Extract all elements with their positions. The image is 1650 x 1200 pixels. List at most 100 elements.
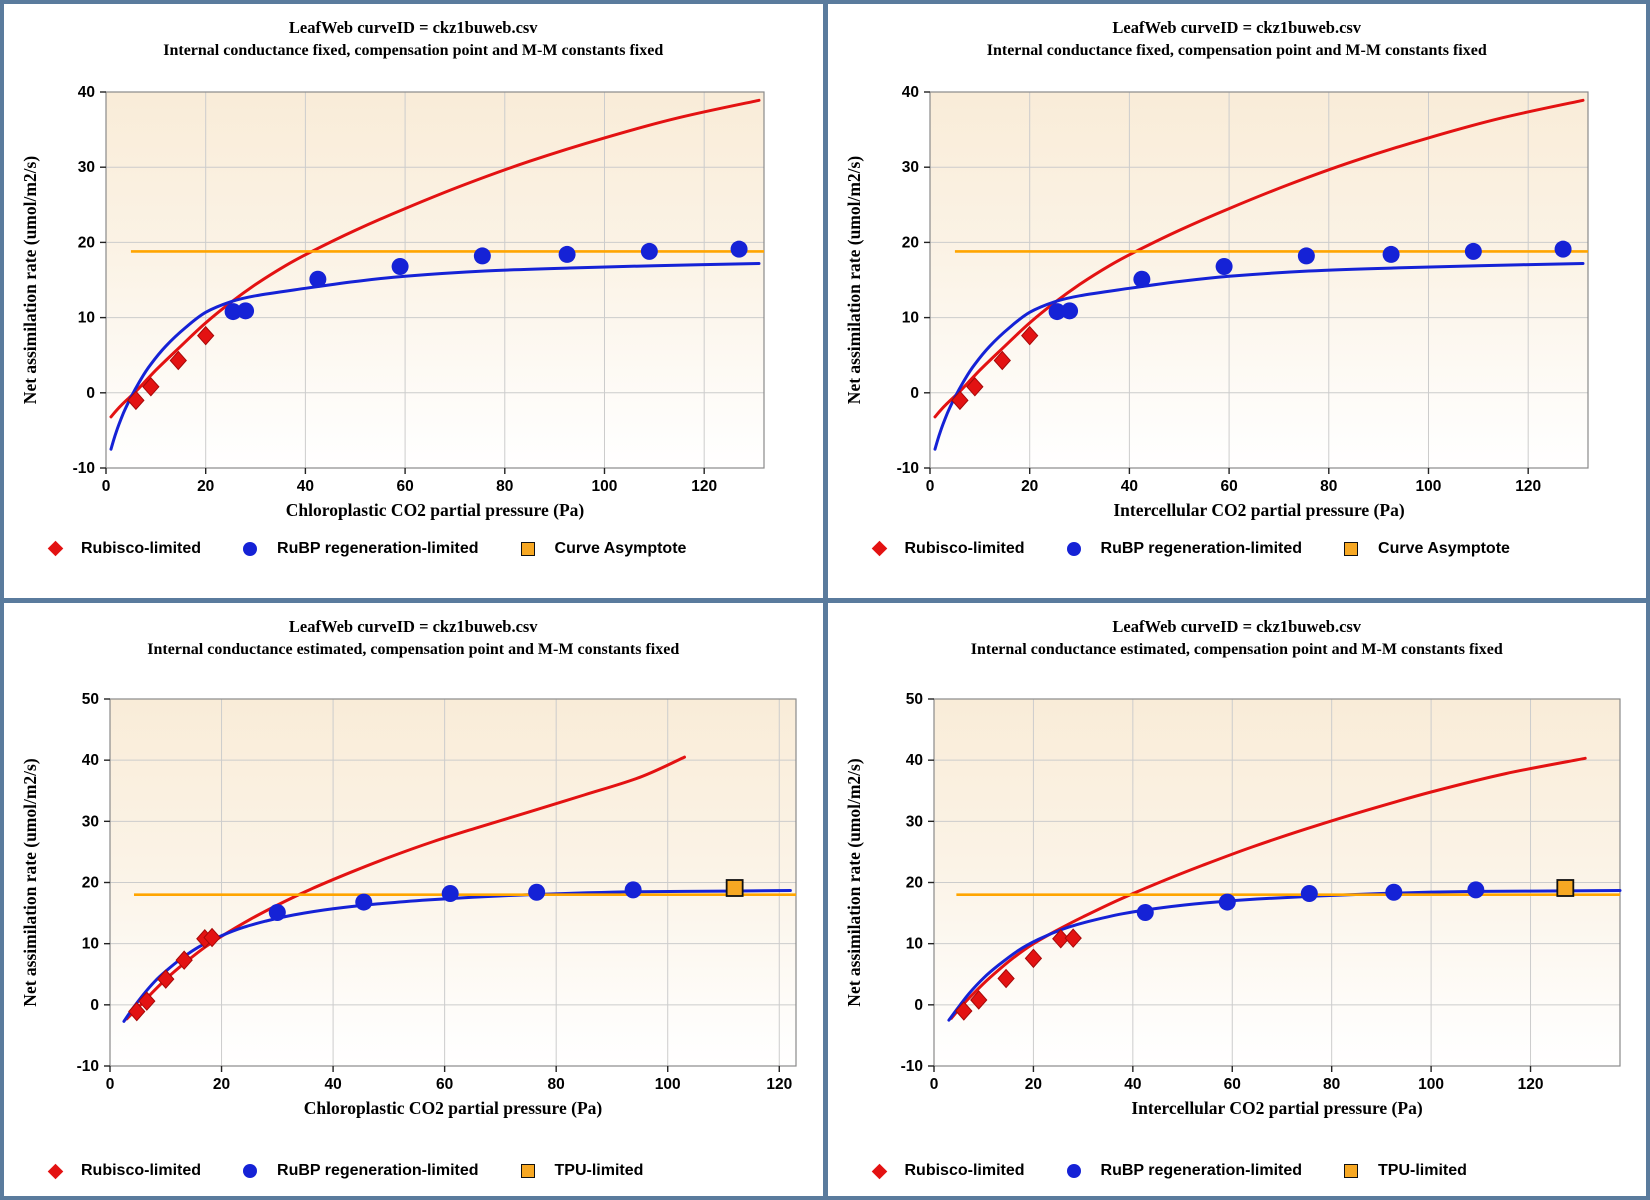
x-tick-label: 120 <box>1515 478 1541 495</box>
legend-item-rubp: RuBP regeneration-limited <box>243 1162 479 1180</box>
diamond-marker-icon <box>871 540 887 557</box>
rubp-point <box>1382 245 1400 263</box>
rubp-point <box>1384 883 1402 901</box>
y-tick-label: 20 <box>901 234 918 251</box>
x-tick-label: 0 <box>929 1076 938 1093</box>
legend: Rubisco-limited RuBP regeneration-limite… <box>4 1162 823 1180</box>
y-tick-label: 20 <box>82 874 99 891</box>
legend-label: TPU-limited <box>554 1162 644 1179</box>
chart-title: LeafWeb curveID = ckz1buweb.csv <box>1112 616 1362 636</box>
y-tick-label: 50 <box>905 691 922 708</box>
rubisco-point <box>157 968 175 989</box>
y-tick-label: 20 <box>78 234 95 251</box>
plot-svg: 0 20 40 60 80 100 120 -10 0 10 20 30 40 50 Intercellul… <box>844 691 1621 1118</box>
chart-subtitle: Internal conductance estimated, compensa… <box>970 640 1503 658</box>
x-tick-label: 60 <box>436 1076 453 1093</box>
rubisco-point <box>175 949 193 970</box>
y-tick-label: 10 <box>901 310 918 327</box>
panel-bottom-left: LeafWeb curveID = ckz1buweb.csv Internal… <box>4 602 823 1196</box>
diamond-marker-icon <box>47 540 64 557</box>
plot-svg: 0 20 40 60 80 100 120 -10 0 10 20 30 40 Intercellular… <box>844 84 1589 520</box>
rubp-point <box>391 257 409 275</box>
x-tick-label: 120 <box>691 478 717 495</box>
rubisco-point <box>169 350 187 371</box>
panel-title-block: LeafWeb curveID = ckz1buweb.csv Internal… <box>4 4 823 70</box>
rubp-point <box>441 884 459 902</box>
y-tick-label: 20 <box>905 874 922 891</box>
panel-bottom-right: LeafWeb curveID = ckz1buweb.csv Internal… <box>827 602 1646 1196</box>
legend-item-rubp: RuBP regeneration-limited <box>1066 1162 1303 1180</box>
x-axis-title: Chloroplastic CO2 partial pressure (Pa) <box>286 500 585 520</box>
rubisco-point <box>969 989 987 1010</box>
rubp-point <box>624 880 642 898</box>
x-tick-label: 120 <box>766 1076 792 1093</box>
square-marker-icon <box>520 541 535 556</box>
rubp-point <box>528 883 546 901</box>
x-tick-label: 0 <box>106 1076 115 1093</box>
x-tick-label: 80 <box>1323 1076 1340 1093</box>
x-tick-label: 20 <box>197 478 214 495</box>
y-tick-label: 40 <box>78 84 95 101</box>
y-tick-label: 40 <box>82 752 99 769</box>
legend-label: Curve Asymptote <box>1378 539 1510 557</box>
y-tick-label: 40 <box>905 752 922 769</box>
tpu-point <box>725 878 744 897</box>
chart-subtitle: Internal conductance fixed, compensation… <box>163 42 664 59</box>
legend-label: TPU-limited <box>1378 1162 1467 1179</box>
rubisco-point <box>128 1001 146 1021</box>
y-tick-label: 0 <box>90 996 99 1013</box>
rubisco-point <box>127 390 145 411</box>
legend-item-rubisco: Rubisco-limited <box>47 1162 201 1180</box>
y-axis-title: Net assimilation rate (umol/m2/s) <box>20 758 40 1007</box>
rubisco-point <box>142 377 160 397</box>
circle-marker-icon <box>243 541 258 556</box>
y-tick-label: 30 <box>82 813 99 830</box>
rubisco-point <box>197 325 215 346</box>
x-tick-label: 100 <box>655 1076 681 1093</box>
circle-marker-icon <box>1066 541 1081 556</box>
rubisco-point <box>138 990 156 1011</box>
y-tick-label: 30 <box>905 813 922 830</box>
legend-item-rubisco: Rubisco-limited <box>871 540 1025 558</box>
plot-frame <box>928 91 1589 469</box>
diamond-marker-icon <box>871 1163 887 1179</box>
legend-label: Curve Asymptote <box>554 539 687 557</box>
legend-label: RuBP regeneration-limited <box>1100 1162 1303 1179</box>
rubp-point <box>640 242 658 260</box>
rubisco-point <box>1020 325 1038 346</box>
square-marker-icon <box>1344 541 1359 556</box>
rubp-point <box>1464 242 1482 260</box>
rubp-point <box>730 240 748 258</box>
legend-item-rubisco: Rubisco-limited <box>871 1162 1025 1180</box>
y-tick-label: 10 <box>905 935 922 952</box>
x-tick-label: 40 <box>1120 478 1137 495</box>
panel-top-right: LeafWeb curveID = ckz1buweb.csv Internal… <box>827 4 1646 598</box>
y-tick-label: 0 <box>910 385 919 402</box>
circle-marker-icon <box>1066 1164 1081 1178</box>
legend-label: RuBP regeneration-limited <box>1100 539 1303 557</box>
square-marker-icon <box>520 1164 535 1178</box>
plot-frame <box>105 91 765 469</box>
rubisco-curve <box>932 98 1584 419</box>
legend-item-tpu: TPU-limited <box>1344 1162 1467 1180</box>
rubp-point <box>224 303 242 321</box>
rubp-point <box>473 247 491 265</box>
rubp-point <box>268 903 286 921</box>
x-tick-label: 40 <box>1124 1076 1141 1093</box>
y-tick-label: -10 <box>73 460 95 477</box>
rubisco-point <box>954 1000 972 1021</box>
y-tick-label: 0 <box>914 996 923 1013</box>
legend-item-rubisco: Rubisco-limited <box>47 540 201 558</box>
y-axis-title: Net assimilation rate (umol/m2/s) <box>844 156 864 405</box>
legend: Rubisco-limited RuBP regeneration-limite… <box>4 540 823 558</box>
rubisco-point <box>1064 927 1082 948</box>
rubp-point <box>558 245 576 263</box>
y-tick-label: 40 <box>901 84 918 101</box>
rubp-point <box>1466 880 1484 898</box>
panel-top-left: LeafWeb curveID = ckz1buweb.csv Internal… <box>4 4 823 598</box>
legend-item-asymptote: Curve Asymptote <box>520 539 687 558</box>
y-tick-label: 30 <box>901 159 918 176</box>
x-tick-label: 0 <box>925 478 934 495</box>
rubp-point <box>1132 270 1150 288</box>
